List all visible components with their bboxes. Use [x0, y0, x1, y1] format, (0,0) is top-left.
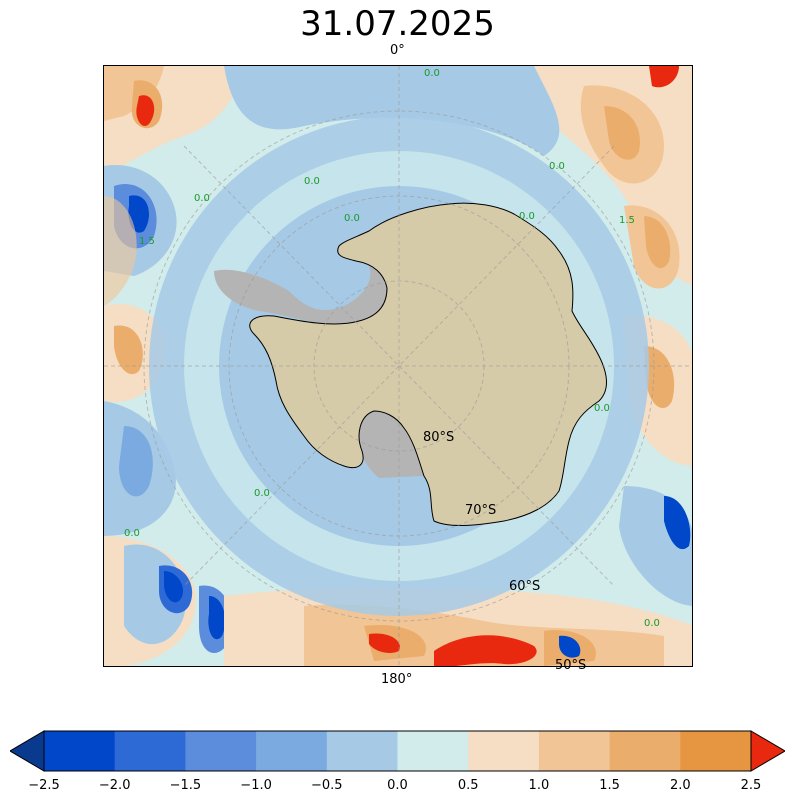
- map-panel: 0.0 0.0 0.0 0.0 0.0 0.0 0.0 1.5 1.5 0.0 …: [103, 65, 693, 667]
- colorbar-tick-label: 2.0: [669, 778, 691, 793]
- svg-text:0.0: 0.0: [644, 618, 660, 629]
- svg-text:0.0: 0.0: [304, 176, 320, 187]
- antarctica-land: [249, 202, 607, 527]
- longitude-label-0: 0°: [390, 43, 405, 58]
- colorbar-tick-label: 2.5: [740, 778, 762, 793]
- svg-text:0.0: 0.0: [344, 213, 360, 224]
- colorbar-tick-label: 0.0: [387, 778, 408, 793]
- svg-text:0.0: 0.0: [124, 528, 140, 539]
- svg-text:0.0: 0.0: [424, 68, 440, 79]
- colorbar-segment: [680, 731, 752, 771]
- colorbar-segment: [397, 731, 469, 771]
- colorbar-tick-label: 0.5: [457, 778, 479, 793]
- ice-shelf: [214, 266, 394, 329]
- colorbar-segment: [468, 731, 540, 771]
- map-title: 31.07.2025: [300, 4, 495, 44]
- colorbar-segment: [538, 731, 611, 771]
- longitude-label-180: 180°: [381, 672, 413, 687]
- colorbar-tick-label: −1.5: [169, 778, 202, 793]
- colorbar-segment: [44, 731, 116, 771]
- colorbar-segment: [609, 731, 681, 771]
- colorbar-over-arrow: [750, 730, 785, 772]
- colorbar-tick-label: −2.5: [28, 778, 60, 793]
- latitude-label-50: 50°S: [555, 658, 587, 673]
- svg-text:0.0: 0.0: [254, 488, 270, 499]
- latitude-label-70: 70°S: [465, 503, 497, 518]
- svg-text:0.0: 0.0: [594, 403, 610, 414]
- colorbar-tick-label: −1.0: [240, 778, 272, 793]
- latitude-label-60: 60°S: [509, 579, 541, 594]
- svg-text:0.0: 0.0: [549, 161, 565, 172]
- colorbar-under-arrow: [10, 730, 45, 772]
- svg-text:1.5: 1.5: [619, 215, 635, 226]
- colorbar-segment: [326, 731, 398, 771]
- svg-text:0.0: 0.0: [519, 211, 535, 222]
- latitude-label-80: 80°S: [423, 430, 455, 445]
- colorbar-segment: [114, 731, 186, 771]
- colorbar-tick-label: −2.0: [98, 778, 131, 793]
- colorbar-segment: [185, 731, 257, 771]
- colorbar-tick-label: 1.0: [528, 778, 550, 793]
- svg-text:1.5: 1.5: [139, 236, 155, 247]
- colorbar-tick-label: −0.5: [311, 778, 343, 793]
- colorbar-tick-label: 1.5: [599, 778, 620, 793]
- colorbar: [10, 730, 785, 772]
- colorbar-segment: [256, 731, 328, 771]
- svg-text:0.0: 0.0: [194, 193, 210, 204]
